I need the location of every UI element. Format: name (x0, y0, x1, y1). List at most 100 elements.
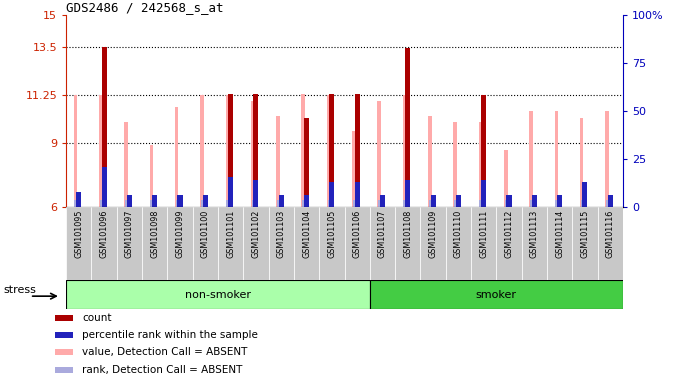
Bar (193, 207, 218, 280)
Bar (429, 200, 431, 207)
Text: rank, Detection Call = ABSENT: rank, Detection Call = ABSENT (82, 364, 242, 374)
Text: non-smoker: non-smoker (185, 290, 251, 300)
Text: GSM101107: GSM101107 (378, 210, 387, 258)
Bar (328, 200, 330, 207)
Bar (177, 195, 182, 207)
Bar (471, 207, 496, 280)
Bar (606, 111, 609, 207)
Text: GSM101104: GSM101104 (302, 210, 311, 258)
Bar (294, 207, 319, 280)
Bar (127, 195, 132, 207)
Bar (380, 195, 385, 207)
Bar (378, 200, 380, 207)
Bar (431, 195, 436, 207)
Bar (74, 200, 77, 207)
Bar (583, 182, 587, 207)
Bar (404, 200, 406, 207)
Bar (329, 182, 334, 207)
Text: GSM101105: GSM101105 (327, 210, 336, 258)
Bar (269, 207, 294, 280)
Bar (530, 200, 532, 207)
Bar (175, 200, 177, 207)
Bar (91, 207, 117, 280)
Bar (253, 94, 258, 207)
Text: GSM101102: GSM101102 (251, 210, 260, 258)
Bar (150, 146, 153, 207)
Text: value, Detection Call = ABSENT: value, Detection Call = ABSENT (82, 348, 247, 358)
Bar (555, 200, 557, 207)
Bar (66, 280, 370, 309)
Bar (99, 95, 102, 207)
Bar (100, 200, 102, 207)
Text: GSM101103: GSM101103 (277, 210, 286, 258)
Bar (428, 116, 432, 207)
Bar (557, 195, 562, 207)
Bar (480, 200, 482, 207)
Bar (606, 200, 608, 207)
Text: GSM101111: GSM101111 (480, 210, 488, 258)
Bar (55, 367, 73, 372)
Bar (403, 95, 406, 207)
Bar (125, 200, 127, 207)
Bar (228, 94, 233, 207)
Bar (598, 207, 623, 280)
Text: GSM101099: GSM101099 (175, 210, 184, 258)
Bar (200, 95, 204, 207)
Text: GSM101095: GSM101095 (74, 210, 84, 258)
Bar (453, 122, 457, 207)
Text: count: count (82, 313, 111, 323)
Bar (395, 207, 420, 280)
Bar (405, 48, 411, 207)
Text: GSM101101: GSM101101 (226, 210, 235, 258)
Text: GSM101106: GSM101106 (353, 210, 362, 258)
Bar (319, 207, 345, 280)
Bar (276, 116, 280, 207)
Bar (370, 207, 395, 280)
Bar (479, 122, 482, 207)
Bar (420, 207, 445, 280)
Bar (175, 107, 178, 207)
Bar (117, 207, 142, 280)
Text: GSM101096: GSM101096 (100, 210, 109, 258)
Bar (102, 47, 106, 207)
Bar (66, 207, 91, 280)
Bar (522, 207, 547, 280)
Text: GSM101098: GSM101098 (150, 210, 159, 258)
Bar (355, 182, 360, 207)
Bar (218, 207, 244, 280)
Bar (547, 207, 572, 280)
Bar (505, 200, 507, 207)
Text: GSM101110: GSM101110 (454, 210, 463, 258)
Bar (353, 200, 355, 207)
Bar (244, 207, 269, 280)
Bar (142, 207, 167, 280)
Bar (302, 200, 304, 207)
Bar (481, 95, 487, 207)
Bar (203, 195, 208, 207)
Bar (370, 280, 623, 309)
Bar (608, 195, 612, 207)
Bar (253, 180, 258, 207)
Bar (329, 94, 334, 207)
Bar (327, 95, 331, 207)
Bar (496, 207, 522, 280)
Bar (77, 192, 81, 207)
Text: GSM101115: GSM101115 (580, 210, 590, 258)
Text: GDS2486 / 242568_s_at: GDS2486 / 242568_s_at (66, 1, 223, 14)
Bar (532, 195, 537, 207)
Bar (445, 207, 471, 280)
Bar (454, 200, 456, 207)
Bar (228, 177, 233, 207)
Bar (201, 200, 203, 207)
Bar (456, 195, 461, 207)
Text: GSM101112: GSM101112 (505, 210, 514, 258)
Bar (405, 180, 411, 207)
Bar (278, 195, 284, 207)
Bar (555, 111, 558, 207)
Bar (345, 207, 370, 280)
Text: GSM101116: GSM101116 (606, 210, 615, 258)
Bar (580, 200, 583, 207)
Bar (102, 167, 106, 207)
Text: percentile rank within the sample: percentile rank within the sample (82, 330, 258, 340)
Text: GSM101108: GSM101108 (403, 210, 412, 258)
